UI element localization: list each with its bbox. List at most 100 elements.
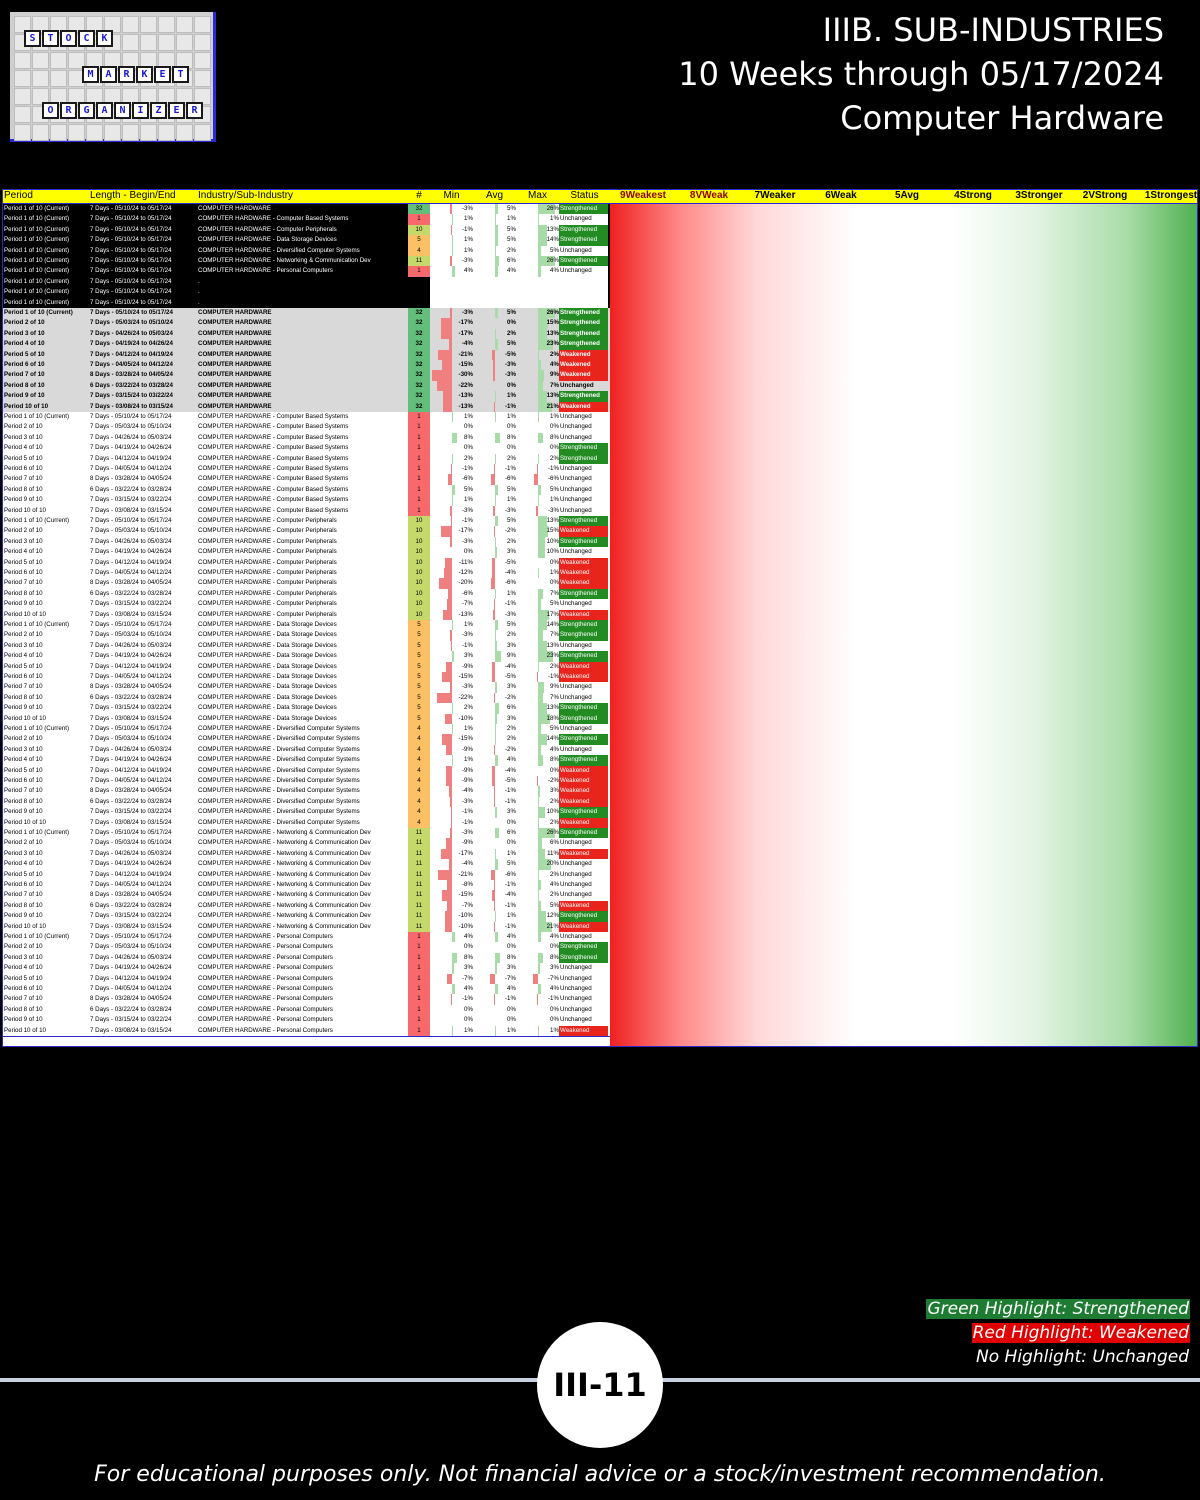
value-bar: [495, 807, 497, 818]
value-bar: [494, 599, 495, 610]
row-background: [2, 952, 610, 964]
value-bar: [538, 755, 544, 766]
length-cell: 7 Days - 05/10/24 to 05/17/24: [90, 309, 173, 316]
min-cell: -1%: [461, 225, 473, 233]
length-cell: 8 Days - 03/28/24 to 04/05/24: [90, 891, 172, 899]
value-bar: [538, 256, 556, 267]
count-cell: 1: [408, 942, 430, 953]
table-row: Period 1 of 10 (Current) 7 Days - 05/10/2…: [2, 287, 1198, 298]
status-cell: Strengthened: [559, 536, 608, 548]
row-background: [2, 692, 610, 704]
avg-cell: [473, 277, 516, 287]
logo-letter: R: [60, 102, 77, 119]
count-cell: 1: [408, 963, 430, 974]
avg-cell: -1%: [504, 797, 516, 805]
value-background: [430, 297, 559, 308]
length-cell: 7 Days - 04/26/24 to 05/03/24: [90, 953, 172, 961]
industry-cell: COMPUTER HARDWARE: [198, 309, 272, 316]
column-header: Avg: [485, 190, 504, 201]
max-cell: 17%: [546, 610, 559, 618]
avg-cell: 6%: [507, 829, 516, 836]
max-cell: 3%: [550, 787, 559, 795]
count-cell: 5: [408, 661, 430, 672]
avg-cell: 0%: [507, 423, 516, 431]
avg-cell: [473, 298, 516, 308]
min-cell: 1%: [464, 621, 473, 628]
logo-letter: R: [186, 102, 203, 119]
value-bar: [536, 505, 538, 516]
value-bar: [448, 588, 452, 600]
max-cell: 1%: [550, 569, 559, 576]
logo-tile: [50, 52, 67, 69]
column-header: 2VStrong: [1082, 190, 1128, 201]
table-row: Period 8 of 10 6 Days - 03/22/24 to 03/28…: [2, 380, 1198, 392]
length-cell: 7 Days - 03/08/24 to 03/15/24: [90, 402, 173, 410]
value-bar: [538, 609, 550, 620]
period-cell: Period 1 of 10 (Current): [4, 413, 69, 420]
period-cell: Period 3 of 10: [4, 329, 45, 337]
row-background: [2, 318, 610, 329]
length-cell: 7 Days - 04/12/24 to 04/19/24: [90, 870, 172, 878]
sub-industry-table: Period 1 of 10 (Current) 7 Days - 05/10/2…: [2, 189, 1198, 1047]
length-cell: 7 Days - 04/19/24 to 04/26/24: [90, 652, 172, 660]
value-bar: [450, 536, 452, 548]
logo-letter: A: [96, 102, 113, 119]
length-cell: 7 Days - 04/12/24 to 04/19/24: [90, 558, 172, 566]
industry-cell: COMPUTER HARDWARE - Computer Based Syste…: [198, 496, 349, 504]
status-cell: Unchanged: [559, 214, 608, 225]
length-cell: 7 Days - 04/26/24 to 05/03/24: [90, 433, 172, 441]
avg-cell: 2%: [507, 329, 516, 337]
status-cell: Strengthened: [559, 651, 608, 662]
avg-cell: [473, 287, 516, 297]
column-header: #: [416, 190, 422, 201]
count-cell: 5: [408, 620, 430, 631]
logo-tile: [194, 124, 211, 141]
min-cell: 4%: [464, 985, 473, 992]
max-cell: 13%: [546, 641, 559, 649]
max-cell: 13%: [546, 517, 559, 524]
count-cell: 1: [408, 1025, 430, 1036]
period-cell: Period 5 of 10: [4, 974, 43, 982]
row-background: [2, 235, 610, 246]
avg-cell: 0%: [507, 943, 516, 951]
period-cell: Period 10 of 10: [4, 506, 46, 514]
value-bar: [495, 412, 496, 423]
avg-cell: 3%: [507, 548, 516, 556]
period-cell: Period 7 of 10: [4, 579, 43, 587]
avg-cell: 6%: [507, 704, 516, 712]
avg-cell: 5%: [507, 205, 516, 212]
max-cell: 26%: [546, 257, 559, 264]
industry-cell: COMPUTER HARDWARE - Networking & Communi…: [198, 922, 371, 930]
value-bar: [450, 796, 452, 808]
avg-cell: 9%: [507, 652, 516, 660]
status-cell: Weakened: [559, 526, 608, 537]
logo-letter: I: [132, 102, 149, 119]
length-cell: 8 Days - 03/28/24 to 04/05/24: [90, 683, 172, 691]
logo-tile: [194, 70, 211, 87]
value-bar: [495, 214, 496, 225]
count-cell: 1: [408, 453, 430, 464]
value-bar: [449, 859, 452, 870]
count-cell: 1: [408, 412, 430, 423]
max-cell: 5%: [550, 485, 559, 493]
length-cell: 6 Days - 03/22/24 to 03/28/24: [90, 797, 172, 805]
length-cell: 7 Days - 03/08/24 to 03/15/24: [90, 506, 172, 514]
row-background: [2, 807, 610, 818]
logo-tile: [14, 70, 31, 87]
value-bar: [538, 224, 547, 236]
min-cell: -10%: [458, 714, 473, 722]
max-cell: 5%: [550, 725, 559, 732]
avg-cell: -4%: [504, 766, 516, 774]
avg-cell: 1%: [507, 912, 516, 920]
length-cell: 7 Days - 04/12/24 to 04/19/24: [90, 974, 172, 982]
avg-cell: -6%: [504, 870, 516, 878]
logo-tile: [14, 106, 31, 123]
avg-cell: 2%: [507, 246, 516, 254]
value-bar: [495, 952, 501, 964]
period-cell: Period 3 of 10: [4, 745, 43, 753]
value-bar: [447, 973, 452, 984]
row-background: [2, 859, 610, 870]
period-cell: Period 10 of 10: [4, 610, 46, 618]
value-bar: [490, 973, 495, 984]
